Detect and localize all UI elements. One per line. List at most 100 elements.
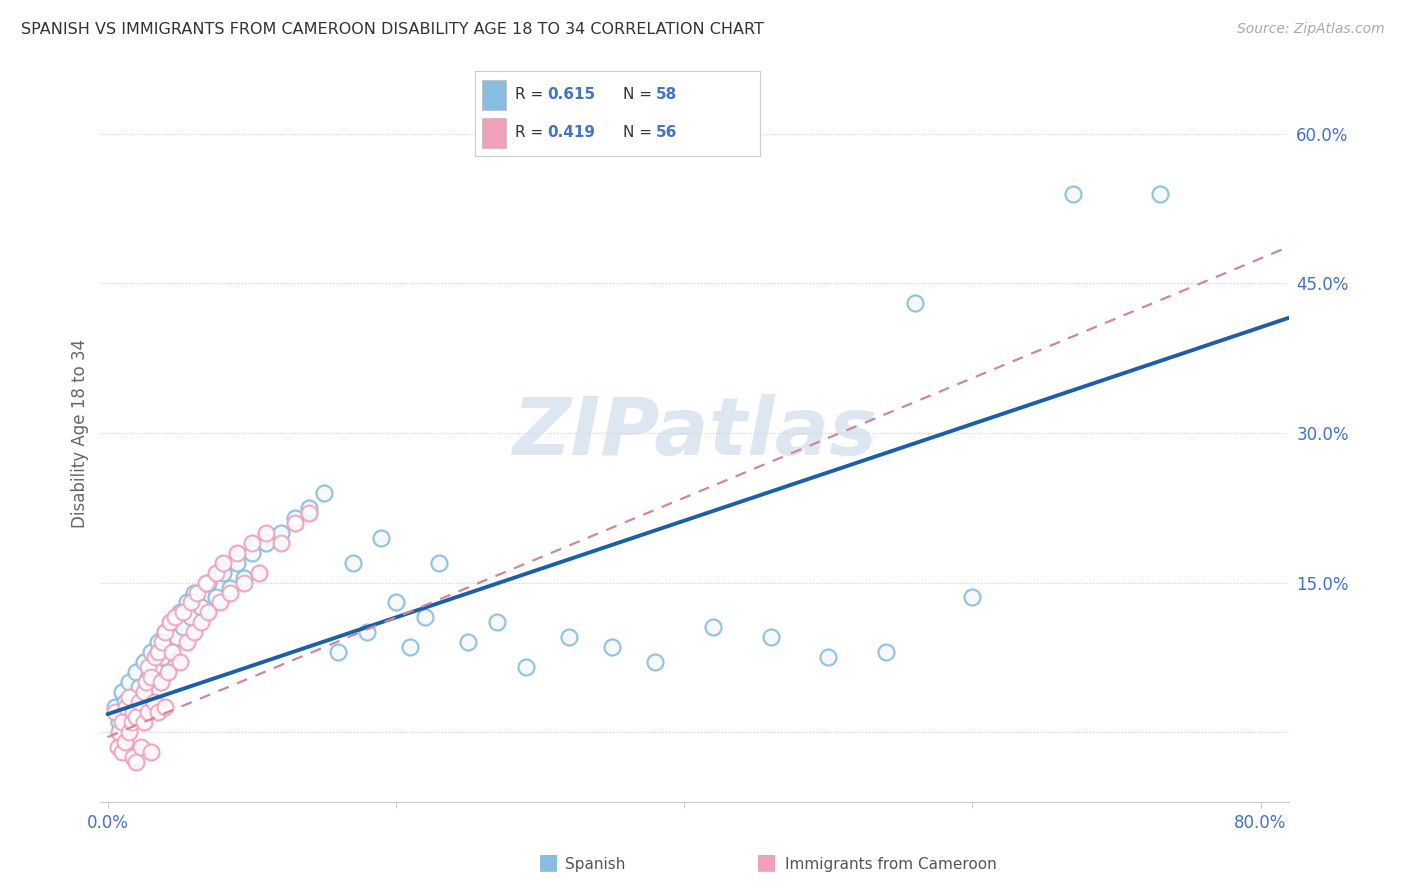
Point <box>180 610 202 624</box>
Text: ■: ■ <box>756 853 776 872</box>
Point <box>1062 186 1084 201</box>
Point <box>558 631 581 645</box>
Point <box>150 650 173 665</box>
Point <box>197 606 219 620</box>
Text: Source: ZipAtlas.com: Source: ZipAtlas.com <box>1237 22 1385 37</box>
Point <box>226 556 249 570</box>
Point <box>298 506 321 520</box>
Point <box>149 675 172 690</box>
Point <box>142 695 165 709</box>
Point <box>136 705 159 719</box>
Point <box>118 690 141 705</box>
Point <box>146 645 169 659</box>
Point <box>176 635 198 649</box>
Point <box>180 610 202 624</box>
Point <box>114 735 136 749</box>
Point <box>118 690 141 705</box>
Point <box>162 615 184 630</box>
Point <box>162 615 184 630</box>
Point <box>190 615 212 630</box>
Point <box>204 591 226 605</box>
Point <box>759 631 782 645</box>
Point <box>817 650 839 665</box>
Point <box>219 585 242 599</box>
Point <box>370 531 392 545</box>
Point <box>111 685 134 699</box>
Point <box>515 660 537 674</box>
Point <box>270 525 292 540</box>
Point <box>204 591 226 605</box>
Point <box>427 556 450 570</box>
Point <box>155 700 177 714</box>
Point <box>142 695 165 709</box>
Point <box>157 665 180 680</box>
Point <box>129 740 152 755</box>
Point <box>155 625 177 640</box>
Point <box>356 625 378 640</box>
Point <box>121 715 143 730</box>
Point <box>176 635 198 649</box>
Point <box>370 531 392 545</box>
Point <box>125 755 148 769</box>
Point <box>172 606 194 620</box>
Point <box>254 525 277 540</box>
Point <box>312 485 335 500</box>
Point <box>600 640 623 655</box>
Point <box>165 610 187 624</box>
Point <box>186 585 208 599</box>
Point <box>240 546 263 560</box>
Point <box>155 700 177 714</box>
Point <box>139 645 162 659</box>
Point <box>208 595 231 609</box>
Point <box>155 625 177 640</box>
Point <box>644 655 666 669</box>
Point <box>172 620 194 634</box>
Point <box>247 566 270 580</box>
Point <box>226 546 249 560</box>
Point <box>233 575 256 590</box>
Text: SPANISH VS IMMIGRANTS FROM CAMEROON DISABILITY AGE 18 TO 34 CORRELATION CHART: SPANISH VS IMMIGRANTS FROM CAMEROON DISA… <box>21 22 763 37</box>
Point <box>254 525 277 540</box>
Point <box>108 725 131 739</box>
Point <box>197 575 219 590</box>
Point <box>139 670 162 684</box>
Point <box>128 680 150 694</box>
Point <box>132 685 155 699</box>
Point <box>136 670 159 684</box>
Point <box>114 735 136 749</box>
Point <box>176 595 198 609</box>
Point <box>457 635 479 649</box>
Point <box>132 655 155 669</box>
Text: Spanish: Spanish <box>565 857 626 872</box>
Point <box>132 685 155 699</box>
Point <box>157 640 180 655</box>
Point <box>111 745 134 759</box>
Point <box>139 745 162 759</box>
Point <box>122 750 145 764</box>
Point <box>385 595 408 609</box>
Point <box>104 700 127 714</box>
Point <box>146 635 169 649</box>
Point <box>169 655 191 669</box>
Point <box>162 645 184 659</box>
Point <box>165 610 187 624</box>
Point <box>169 606 191 620</box>
Point <box>104 705 127 719</box>
Point <box>356 625 378 640</box>
Point <box>150 635 173 649</box>
Point <box>125 665 148 680</box>
Point <box>194 575 217 590</box>
Point <box>114 695 136 709</box>
Point <box>146 645 169 659</box>
Point <box>169 655 191 669</box>
Point <box>702 620 724 634</box>
Point <box>118 675 141 690</box>
Point <box>183 625 205 640</box>
Point <box>962 591 984 605</box>
Point <box>118 725 141 739</box>
Text: ■: ■ <box>538 853 558 872</box>
Point <box>759 631 782 645</box>
Point <box>135 675 157 690</box>
Point <box>254 535 277 549</box>
Point <box>142 660 165 674</box>
